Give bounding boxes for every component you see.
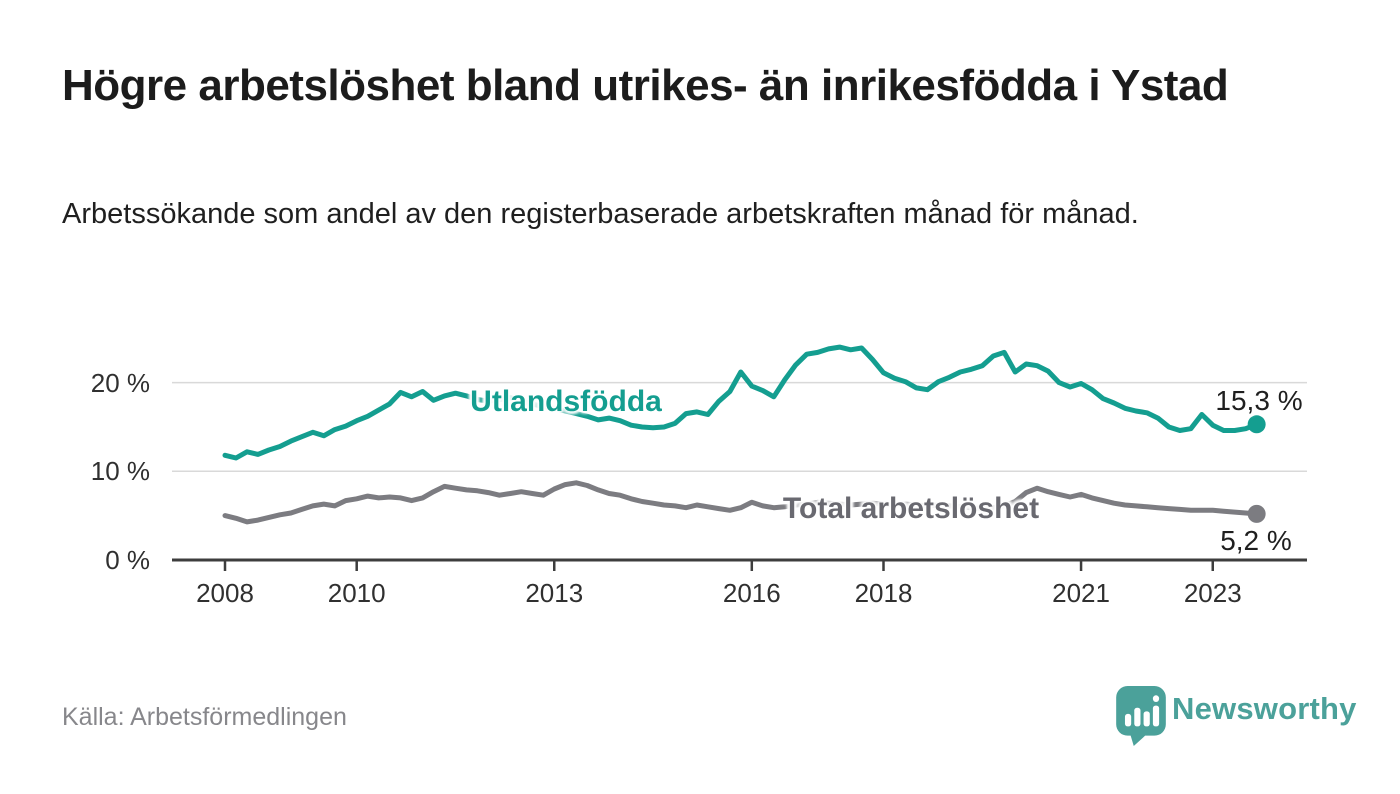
x-tick-label: 2018 [854, 578, 913, 608]
x-tick-label: 2008 [196, 578, 254, 608]
x-tick-label: 2010 [327, 578, 386, 608]
y-tick-label: 20 % [90, 367, 150, 398]
page-title: Högre arbetslöshet bland utrikes- än inr… [62, 61, 1229, 110]
chart-subtitle: Arbetssökande som andel av den registerb… [62, 198, 1139, 230]
end-value-label-utlandsfodda: 15,3 % [1215, 385, 1303, 416]
series-label-utlandsfodda: Utlandsfödda [470, 385, 662, 418]
series-label-total-arbetsloshet: Total arbetslöshet [782, 492, 1040, 525]
newsworthy-logo-icon [1116, 686, 1166, 746]
source-note: Källa: Arbetsförmedlingen [62, 703, 347, 731]
end-dot-utlandsf-dda [1247, 415, 1266, 434]
y-tick-label: 10 % [90, 456, 150, 487]
series-line-utlandsf-dda [222, 344, 1260, 461]
newsworthy-wordmark: Newsworthy [1172, 691, 1357, 726]
x-tick-label: 2023 [1183, 578, 1242, 608]
x-tick-label: 2013 [525, 578, 584, 608]
end-value-label-total-arbetsloshet: 5,2 % [1220, 525, 1292, 556]
x-tick-label: 2016 [722, 578, 781, 608]
y-tick-label: 0 % [105, 545, 150, 575]
x-tick-label: 2021 [1052, 578, 1110, 608]
series-line-total-arbetsl-shet [222, 480, 1260, 525]
end-dot-total-arbetsl-shet [1247, 504, 1266, 523]
